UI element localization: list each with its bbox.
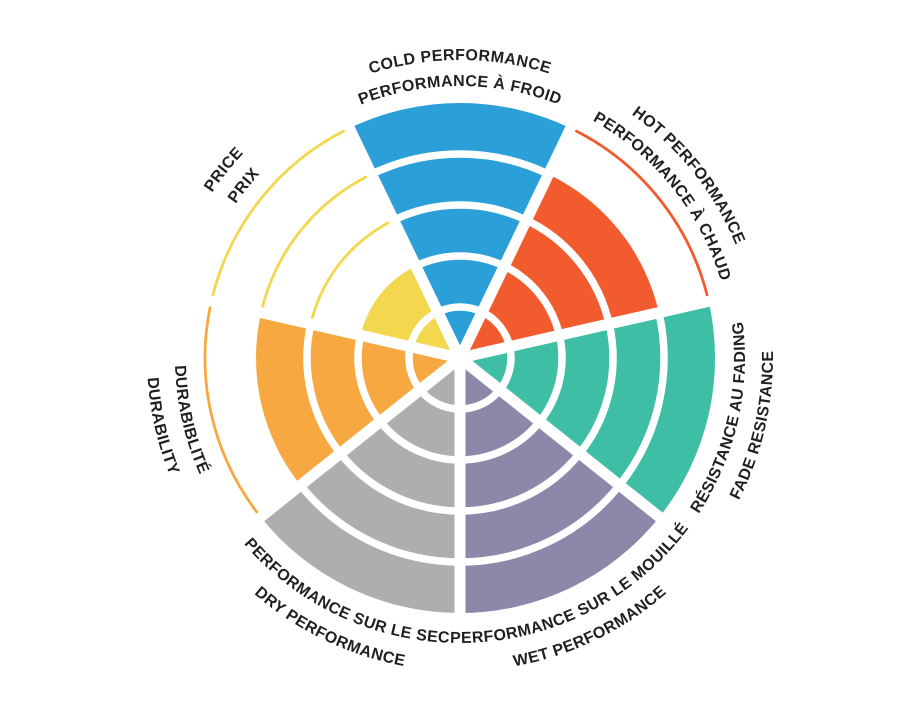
ring-outline-price-5 — [211, 129, 345, 297]
sector-divider — [458, 292, 723, 364]
ring-separator — [459, 451, 583, 515]
label-text-hot-en: HOT PERFORMANCE — [629, 104, 747, 247]
sector-wedges — [255, 102, 716, 614]
ring-outline-durability-5 — [203, 306, 259, 514]
sector-price-wedge — [360, 266, 460, 358]
sector-divider — [456, 353, 673, 530]
ring-separator — [369, 150, 551, 178]
ring-separator — [459, 482, 623, 566]
ring-separator — [391, 201, 529, 224]
ring-separator — [502, 262, 564, 337]
label-hot-en: HOT PERFORMANCE — [629, 104, 748, 247]
ring-separator — [459, 419, 543, 464]
ring-separator — [354, 334, 384, 424]
sector-fade-wedge — [460, 301, 716, 517]
ring-separator — [303, 323, 344, 456]
ring-separator — [524, 216, 613, 325]
sector-divider — [197, 292, 462, 364]
ring-separator — [337, 451, 461, 515]
sector-dry-wedge — [260, 358, 460, 614]
ring-separator — [576, 323, 617, 456]
ring-separator — [616, 311, 668, 488]
ring-separator — [297, 482, 461, 566]
sector-divider — [338, 114, 465, 361]
ring-outline-price-3 — [311, 221, 390, 320]
ring-outline-hot-5 — [575, 129, 709, 297]
label-cold-en: COLD PERFORMANCE — [367, 47, 553, 78]
ring-separator — [377, 419, 461, 464]
sector-dividers — [197, 114, 723, 626]
ring-separator — [536, 334, 566, 424]
sector-cold-wedge — [349, 102, 571, 358]
ring-outlines — [203, 129, 709, 514]
sector-wet-wedge — [460, 358, 660, 613]
sector-divider — [247, 353, 464, 530]
ring-outline-price-4 — [261, 175, 368, 308]
sector-divider — [455, 114, 582, 361]
label-text-cold-en: COLD PERFORMANCE — [367, 47, 553, 78]
ring-separator — [414, 252, 506, 270]
